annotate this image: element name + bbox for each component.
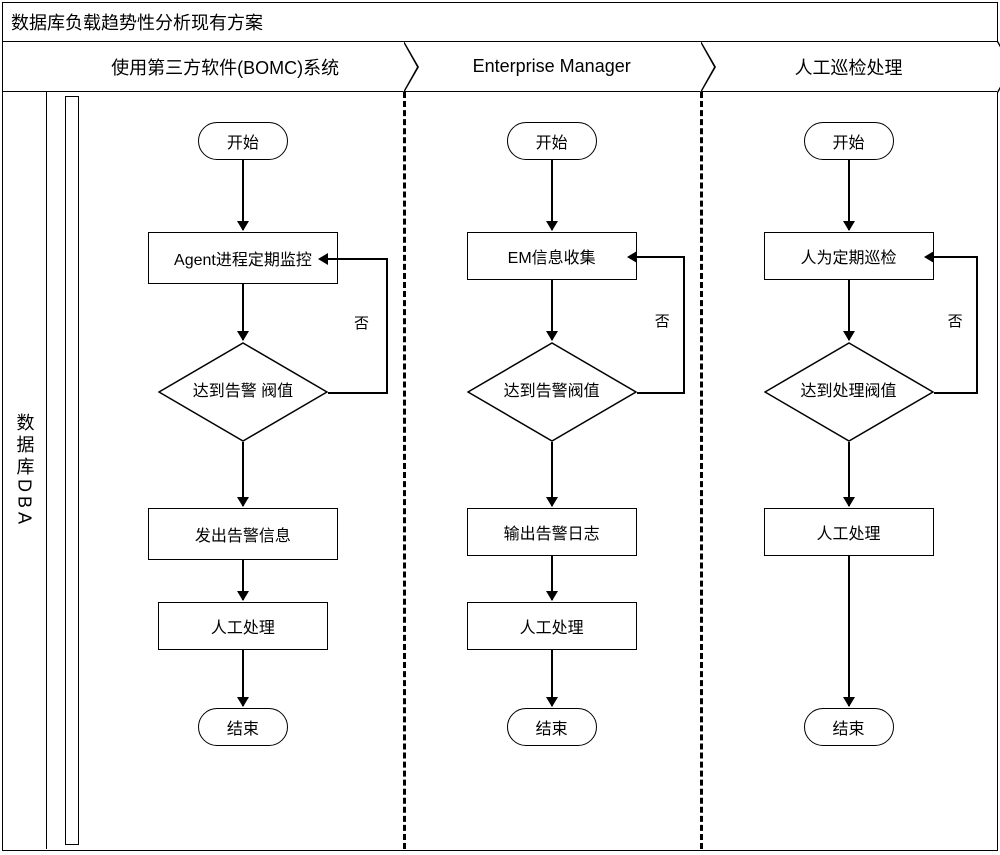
- arrow: [551, 160, 553, 230]
- process-label: 人工处理: [520, 614, 584, 638]
- end-label: 结束: [536, 715, 568, 739]
- col-header-em: Enterprise Manager: [403, 42, 700, 91]
- end-node: 结束: [198, 708, 288, 746]
- diagram-body: 数据库DBA 开始 Agent进程定期监控 达到告警 阀值: [3, 92, 997, 849]
- process-label: Agent进程定期监控: [174, 246, 312, 270]
- process-output-log: 输出告警日志: [467, 508, 637, 556]
- no-label: 否: [354, 312, 369, 333]
- process-emit-alarm: 发出告警信息: [148, 508, 338, 560]
- corner-spacer: [3, 42, 47, 91]
- end-node: 结束: [804, 708, 894, 746]
- no-label: 否: [948, 310, 963, 331]
- no-label: 否: [655, 310, 670, 331]
- process-label: 人工处理: [211, 614, 275, 638]
- row-label-text: 数据库DBA: [12, 413, 38, 528]
- arrow: [242, 442, 244, 506]
- process-manual-handle: 人工处理: [158, 602, 328, 650]
- decision-label: 达到告警 阀值: [158, 342, 328, 442]
- flow-bomc: 开始 Agent进程定期监控 达到告警 阀值 否: [47, 92, 403, 849]
- start-label: 开始: [227, 129, 259, 153]
- lane-em: 开始 EM信息收集 达到告警阀值 否: [403, 92, 700, 849]
- process-label: 发出告警信息: [195, 522, 291, 546]
- process-label: 输出告警日志: [504, 520, 600, 544]
- arrow: [848, 160, 850, 230]
- feedback-no-arrow: 否: [637, 256, 695, 392]
- col-header-manual: 人工巡检处理: [700, 42, 997, 91]
- feedback-no-arrow: 否: [934, 256, 988, 392]
- arrow: [242, 160, 244, 230]
- lane-divider: [700, 92, 703, 849]
- end-label: 结束: [227, 715, 259, 739]
- arrow: [848, 442, 850, 506]
- decision-label: 达到告警阀值: [467, 342, 637, 442]
- end-label: 结束: [833, 715, 865, 739]
- start-node: 开始: [804, 122, 894, 160]
- arrow: [551, 442, 553, 506]
- arrow: [848, 280, 850, 340]
- flow-manual: 开始 人为定期巡检 达到处理阀值 否: [700, 92, 997, 849]
- arrow: [242, 650, 244, 706]
- col-header-label: Enterprise Manager: [473, 56, 631, 77]
- process-manual-handle: 人工处理: [467, 602, 637, 650]
- flow-em: 开始 EM信息收集 达到告警阀值 否: [403, 92, 700, 849]
- process-label: EM信息收集: [508, 244, 596, 268]
- row-label-dba: 数据库DBA: [3, 92, 47, 849]
- process-agent-monitor: Agent进程定期监控: [148, 232, 338, 284]
- process-label: 人工处理: [817, 520, 881, 544]
- arrow: [551, 650, 553, 706]
- process-em-collect: EM信息收集: [467, 232, 637, 280]
- arrow: [551, 280, 553, 340]
- lane-bomc: 开始 Agent进程定期监控 达到告警 阀值 否: [47, 92, 403, 849]
- start-label: 开始: [833, 129, 865, 153]
- col-header-bomc: 使用第三方软件(BOMC)系统: [47, 42, 403, 91]
- end-node: 结束: [507, 708, 597, 746]
- process-manual-handle: 人工处理: [764, 508, 934, 556]
- process-label: 人为定期巡检: [801, 244, 897, 268]
- start-label: 开始: [536, 129, 568, 153]
- diagram-frame: 数据库负载趋势性分析现有方案 使用第三方软件(BOMC)系统 Enterpris…: [2, 2, 998, 851]
- decision-alarm-threshold: 达到告警 阀值: [158, 342, 328, 442]
- decision-label: 达到处理阀值: [764, 342, 934, 442]
- diagram-title: 数据库负载趋势性分析现有方案: [3, 3, 997, 42]
- arrow: [848, 556, 850, 706]
- arrow: [242, 284, 244, 340]
- decision-alarm-threshold: 达到告警阀值: [467, 342, 637, 442]
- lane-manual: 开始 人为定期巡检 达到处理阀值 否: [700, 92, 997, 849]
- lane-divider: [403, 92, 406, 849]
- decision-process-threshold: 达到处理阀值: [764, 342, 934, 442]
- arrow: [242, 560, 244, 600]
- arrow: [551, 556, 553, 600]
- col-header-label: 使用第三方软件(BOMC)系统: [111, 54, 339, 80]
- start-node: 开始: [198, 122, 288, 160]
- col-header-label: 人工巡检处理: [795, 54, 903, 80]
- column-headers: 使用第三方软件(BOMC)系统 Enterprise Manager 人工巡检处…: [3, 42, 997, 92]
- process-manual-inspect: 人为定期巡检: [764, 232, 934, 280]
- start-node: 开始: [507, 122, 597, 160]
- feedback-no-arrow: 否: [328, 258, 398, 392]
